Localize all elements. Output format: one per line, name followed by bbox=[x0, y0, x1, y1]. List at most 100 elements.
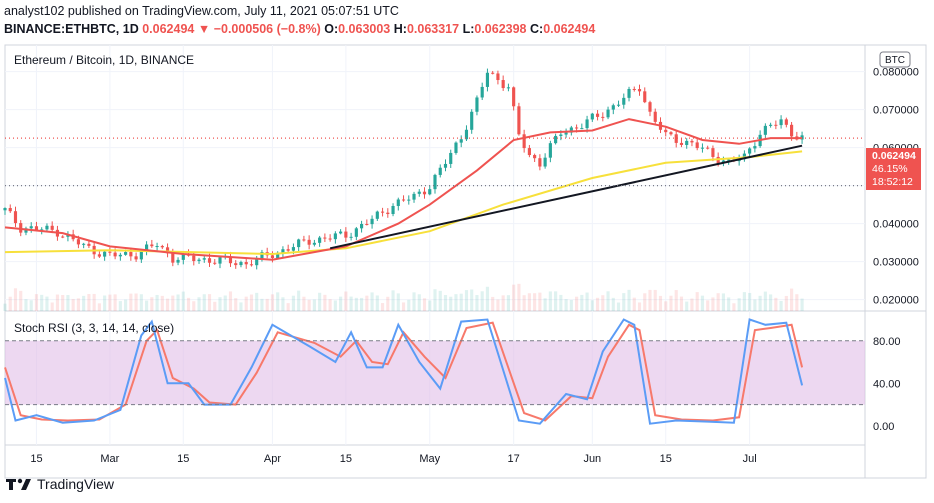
volume-bar bbox=[790, 288, 794, 311]
volume-bar bbox=[470, 289, 474, 311]
candle bbox=[548, 143, 552, 158]
candle bbox=[501, 80, 505, 89]
volume-bar bbox=[155, 294, 159, 311]
candle bbox=[76, 239, 80, 245]
candle bbox=[459, 139, 463, 143]
candle bbox=[249, 264, 254, 266]
candle bbox=[375, 211, 379, 219]
candle bbox=[360, 223, 364, 229]
candle bbox=[234, 263, 238, 266]
volume-bar bbox=[622, 293, 626, 311]
high-label: H: bbox=[393, 22, 407, 36]
candle bbox=[706, 147, 710, 149]
candle bbox=[181, 253, 185, 260]
volume-bar bbox=[139, 294, 143, 311]
down-arrow-icon: ▼ bbox=[197, 22, 211, 36]
stoch-y-tick-label: 0.00 bbox=[873, 421, 894, 433]
volume-bar bbox=[29, 300, 33, 311]
volume-bar bbox=[323, 294, 327, 311]
volume-bar bbox=[50, 302, 54, 311]
volume-bar bbox=[181, 291, 185, 311]
candle bbox=[491, 72, 495, 74]
candle bbox=[228, 256, 233, 264]
candle bbox=[685, 140, 689, 145]
volume-bar bbox=[512, 284, 516, 311]
volume-bar bbox=[407, 299, 411, 311]
candle bbox=[527, 148, 531, 156]
candle bbox=[40, 229, 44, 231]
candle bbox=[690, 140, 694, 143]
volume-bar bbox=[575, 296, 579, 311]
volume-bar bbox=[758, 295, 762, 311]
candle bbox=[538, 158, 542, 167]
currency-badge[interactable] bbox=[879, 51, 911, 68]
candle bbox=[742, 153, 746, 160]
volume-bar bbox=[506, 295, 510, 311]
candle bbox=[323, 237, 327, 239]
candle bbox=[380, 211, 385, 213]
volume-bar bbox=[24, 299, 28, 311]
y-tick-label: 0.020000 bbox=[873, 295, 919, 307]
volume-bar bbox=[517, 283, 521, 311]
candle bbox=[401, 199, 406, 201]
candle bbox=[176, 259, 180, 263]
candle bbox=[763, 125, 767, 135]
volume-bar bbox=[391, 290, 395, 311]
volume-bar bbox=[97, 303, 101, 311]
candle bbox=[255, 258, 259, 266]
candle bbox=[365, 223, 369, 225]
volume-bar bbox=[207, 294, 212, 311]
volume-bar bbox=[643, 293, 647, 311]
volume-bar bbox=[533, 293, 537, 311]
candle bbox=[554, 135, 558, 144]
volume-bar bbox=[8, 296, 12, 311]
candle bbox=[8, 208, 12, 212]
candle bbox=[632, 88, 636, 90]
candle bbox=[61, 236, 65, 238]
chart-area[interactable]: 0.0200000.0300000.0400000.0500000.060000… bbox=[0, 40, 934, 480]
volume-bar bbox=[82, 295, 86, 311]
candle bbox=[213, 262, 217, 264]
volume-bar bbox=[700, 295, 705, 311]
candle bbox=[711, 148, 715, 157]
volume-bar bbox=[286, 303, 290, 311]
y-tick-label: 0.040000 bbox=[873, 219, 919, 231]
volume-bar bbox=[711, 297, 715, 311]
open-value: 0.063003 bbox=[338, 22, 391, 36]
candle bbox=[417, 191, 421, 194]
volume-bar bbox=[585, 292, 589, 311]
candle bbox=[108, 251, 112, 253]
candle bbox=[580, 128, 584, 130]
volume-bar bbox=[401, 302, 406, 311]
volume-bar bbox=[339, 296, 343, 311]
candle bbox=[386, 212, 390, 215]
candle bbox=[774, 124, 778, 126]
candle bbox=[155, 246, 159, 248]
candle bbox=[286, 249, 290, 251]
volume-bar bbox=[412, 292, 416, 311]
candle bbox=[118, 254, 122, 257]
volume-bar bbox=[55, 294, 60, 311]
candle bbox=[124, 252, 128, 255]
candle bbox=[485, 72, 490, 87]
candle bbox=[45, 225, 49, 230]
candle bbox=[506, 87, 510, 89]
candle bbox=[564, 132, 568, 135]
candle bbox=[160, 246, 164, 248]
candle bbox=[622, 97, 626, 105]
candle bbox=[407, 199, 411, 201]
tradingview-logo-icon bbox=[6, 478, 31, 490]
candle bbox=[129, 252, 133, 257]
volume-bar bbox=[145, 300, 149, 311]
volume-bar bbox=[653, 289, 657, 311]
candle bbox=[34, 226, 39, 230]
volume-bar bbox=[664, 301, 668, 311]
ohlc-legend: BINANCE:ETHBTC, 1D 0.062494 ▼ −0.000506 … bbox=[4, 22, 595, 36]
pane-title: Ethereum / Bitcoin, 1D, BINANCE bbox=[14, 53, 194, 67]
volume-bar bbox=[433, 289, 437, 311]
volume-bar bbox=[344, 291, 348, 311]
candle bbox=[611, 105, 615, 110]
volume-bar bbox=[40, 294, 44, 311]
volume-bar bbox=[685, 301, 689, 311]
candle bbox=[165, 247, 170, 254]
